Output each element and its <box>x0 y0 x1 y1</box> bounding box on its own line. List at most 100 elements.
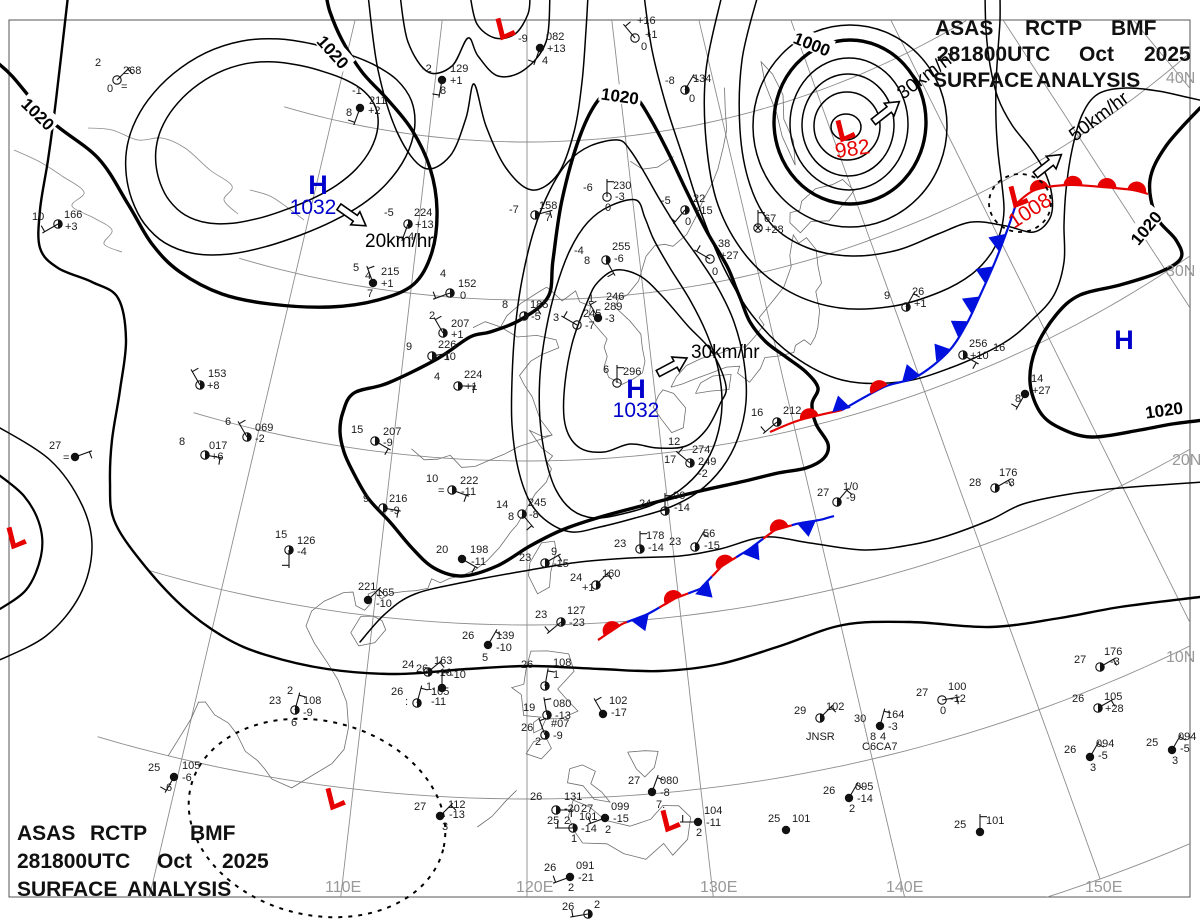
svg-text:120E: 120E <box>516 879 553 896</box>
svg-text:245: 245 <box>528 497 546 509</box>
svg-text:27: 27 <box>49 440 61 452</box>
svg-text:8: 8 <box>508 511 514 523</box>
svg-text:2: 2 <box>95 57 101 69</box>
svg-text:4: 4 <box>434 371 440 383</box>
svg-text:6: 6 <box>291 717 297 729</box>
svg-text:+1: +1 <box>450 75 463 87</box>
svg-text:+28: +28 <box>765 224 784 236</box>
svg-text:22: 22 <box>693 193 705 205</box>
svg-text:256: 256 <box>969 338 987 350</box>
svg-text:0: 0 <box>605 202 611 214</box>
svg-text:4: 4 <box>408 231 414 243</box>
svg-text:30: 30 <box>854 713 866 725</box>
svg-text:+1: +1 <box>645 29 658 41</box>
svg-text:101: 101 <box>792 813 810 825</box>
svg-text:24: 24 <box>402 659 414 671</box>
svg-text:JNSR: JNSR <box>806 731 835 743</box>
svg-text:26: 26 <box>521 722 533 734</box>
svg-text:8: 8 <box>179 436 185 448</box>
svg-text:150E: 150E <box>1085 879 1122 896</box>
svg-text:281800UTC: 281800UTC <box>937 43 1050 66</box>
svg-text:8: 8 <box>870 731 876 743</box>
svg-text:40N: 40N <box>1166 70 1195 87</box>
svg-text:165: 165 <box>376 587 394 599</box>
svg-text:139: 139 <box>496 630 514 642</box>
svg-text:+3: +3 <box>65 221 78 233</box>
svg-text:0: 0 <box>689 93 695 105</box>
svg-text:16: 16 <box>993 342 1005 354</box>
svg-text:20N: 20N <box>1172 452 1200 469</box>
svg-text:094: 094 <box>1096 738 1114 750</box>
svg-text:129: 129 <box>450 63 468 75</box>
svg-text:+8: +8 <box>207 380 220 392</box>
svg-text:095: 095 <box>855 781 873 793</box>
svg-text:222: 222 <box>460 475 478 487</box>
svg-text:152: 152 <box>458 278 476 290</box>
svg-text:=: = <box>121 81 127 93</box>
svg-text:14: 14 <box>1031 373 1043 385</box>
svg-text:5: 5 <box>482 652 488 664</box>
svg-text:164: 164 <box>886 709 904 721</box>
svg-text:26: 26 <box>416 663 428 675</box>
svg-text:H: H <box>308 170 328 200</box>
svg-text:8: 8 <box>440 85 446 97</box>
svg-text:3: 3 <box>1090 762 1096 774</box>
svg-text:25: 25 <box>954 819 966 831</box>
svg-text:27: 27 <box>916 687 928 699</box>
svg-text:+1: +1 <box>582 582 595 594</box>
svg-text:14: 14 <box>496 499 508 511</box>
svg-text:9: 9 <box>406 341 412 353</box>
svg-text:163: 163 <box>434 655 452 667</box>
svg-text:212: 212 <box>783 405 801 417</box>
svg-text:4: 4 <box>880 731 886 743</box>
svg-text:-5: -5 <box>531 311 541 323</box>
svg-text:-21: -21 <box>578 872 594 884</box>
svg-text:-3: -3 <box>1005 477 1015 489</box>
svg-text:9: 9 <box>884 290 890 302</box>
svg-text:091: 091 <box>576 860 594 872</box>
svg-text:25: 25 <box>768 813 780 825</box>
svg-text:102: 102 <box>609 695 627 707</box>
svg-text:SURFACE: SURFACE <box>933 69 1033 92</box>
svg-text:110E: 110E <box>325 879 361 896</box>
svg-text:108: 108 <box>553 657 571 669</box>
svg-text:96: 96 <box>673 490 685 502</box>
svg-text:185: 185 <box>530 299 548 311</box>
svg-text:-7: -7 <box>585 320 595 332</box>
svg-text:274: 274 <box>692 444 710 456</box>
svg-text:-9: -9 <box>383 437 393 449</box>
svg-text:H: H <box>626 374 646 404</box>
svg-text:+15: +15 <box>694 205 713 217</box>
svg-text:15: 15 <box>275 529 287 541</box>
svg-text:246: 246 <box>606 291 624 303</box>
svg-text:24: 24 <box>570 572 582 584</box>
svg-text:26: 26 <box>1072 693 1084 705</box>
svg-text:-14: -14 <box>674 502 690 514</box>
svg-text:9: 9 <box>363 493 369 505</box>
svg-text:+16: +16 <box>637 15 656 27</box>
svg-text:080: 080 <box>553 698 571 710</box>
svg-text:56: 56 <box>703 528 715 540</box>
svg-text:+1: +1 <box>914 298 927 310</box>
svg-text:8: 8 <box>584 255 590 267</box>
svg-text:216: 216 <box>389 493 407 505</box>
svg-text:130E: 130E <box>700 879 737 896</box>
svg-text:27: 27 <box>414 801 426 813</box>
svg-text:226: 226 <box>438 339 456 351</box>
svg-text:0: 0 <box>460 290 466 302</box>
svg-text:20km/hr: 20km/hr <box>365 231 434 252</box>
svg-text:+10: +10 <box>970 350 989 362</box>
svg-text:10: 10 <box>32 211 44 223</box>
svg-text:SURFACE: SURFACE <box>17 878 117 901</box>
svg-text::: : <box>405 696 408 708</box>
svg-text:131: 131 <box>564 791 582 803</box>
svg-text:104: 104 <box>704 805 722 817</box>
svg-text:-11: -11 <box>431 696 446 708</box>
svg-text:1: 1 <box>588 293 594 305</box>
svg-text:1: 1 <box>553 669 559 681</box>
svg-text:26: 26 <box>1064 744 1076 756</box>
svg-text:127: 127 <box>567 605 585 617</box>
svg-text:5: 5 <box>353 262 359 274</box>
svg-text:158: 158 <box>539 200 557 212</box>
svg-text:10: 10 <box>426 473 438 485</box>
